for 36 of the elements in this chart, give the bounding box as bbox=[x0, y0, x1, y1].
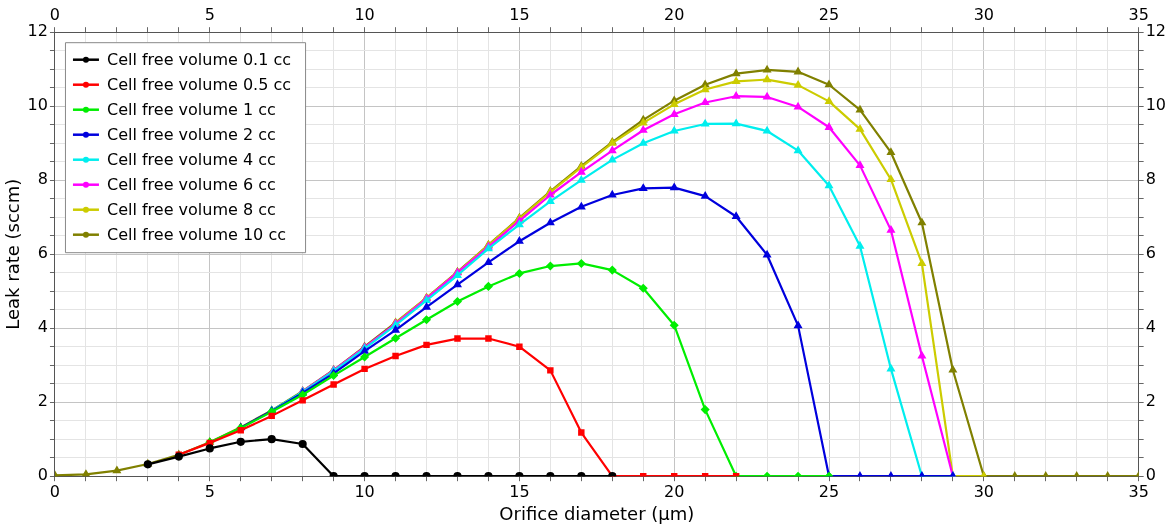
legend-label: Cell free volume 6 cc bbox=[106, 174, 276, 194]
legend-label: Cell free volume 4 cc bbox=[106, 149, 276, 169]
x-tick-label: 10 bbox=[354, 481, 375, 501]
y2-tick-label: 12 bbox=[1145, 21, 1166, 41]
y2-tick-label: 4 bbox=[1145, 317, 1156, 337]
y-tick-label: 0 bbox=[37, 465, 48, 485]
x-tick-label: 20 bbox=[664, 481, 685, 501]
legend-label: Cell free volume 0.1 cc bbox=[106, 49, 292, 69]
legend-label: Cell free volume 10 cc bbox=[106, 224, 286, 244]
x2-tick-label: 10 bbox=[354, 4, 375, 24]
x2-tick-label: 20 bbox=[664, 4, 685, 24]
x-axis-title: Orifice diameter (µm) bbox=[499, 502, 695, 524]
y-tick-label: 2 bbox=[37, 391, 48, 411]
x-tick-label: 25 bbox=[818, 481, 840, 501]
y2-tick-label: 6 bbox=[1145, 243, 1156, 263]
y-tick-label: 6 bbox=[37, 243, 48, 263]
legend-label: Cell free volume 2 cc bbox=[106, 124, 276, 144]
legend-label: Cell free volume 8 cc bbox=[106, 199, 276, 219]
x2-tick-label: 35 bbox=[1128, 4, 1149, 24]
x-tick-label: 5 bbox=[204, 481, 215, 501]
y2-tick-label: 2 bbox=[1145, 391, 1156, 411]
x-tick-label: 15 bbox=[509, 481, 530, 501]
y2-tick-label: 10 bbox=[1145, 95, 1166, 115]
x2-tick-label: 25 bbox=[818, 4, 840, 24]
y2-tick-label: 8 bbox=[1145, 169, 1156, 189]
legend-label: Cell free volume 1 cc bbox=[106, 99, 276, 119]
legend-label: Cell free volume 0.5 cc bbox=[106, 74, 292, 94]
y-tick-label: 10 bbox=[27, 95, 48, 115]
x-tick-label: 30 bbox=[973, 481, 995, 501]
x2-tick-label: 5 bbox=[204, 4, 215, 24]
y-tick-label: 8 bbox=[37, 169, 48, 189]
y-axis-title: Leak rate (sccm) bbox=[2, 178, 24, 330]
x2-tick-label: 30 bbox=[973, 4, 995, 24]
y-tick-label: 12 bbox=[27, 21, 48, 41]
x2-tick-label: 15 bbox=[509, 4, 530, 24]
y-tick-label: 4 bbox=[37, 317, 48, 337]
